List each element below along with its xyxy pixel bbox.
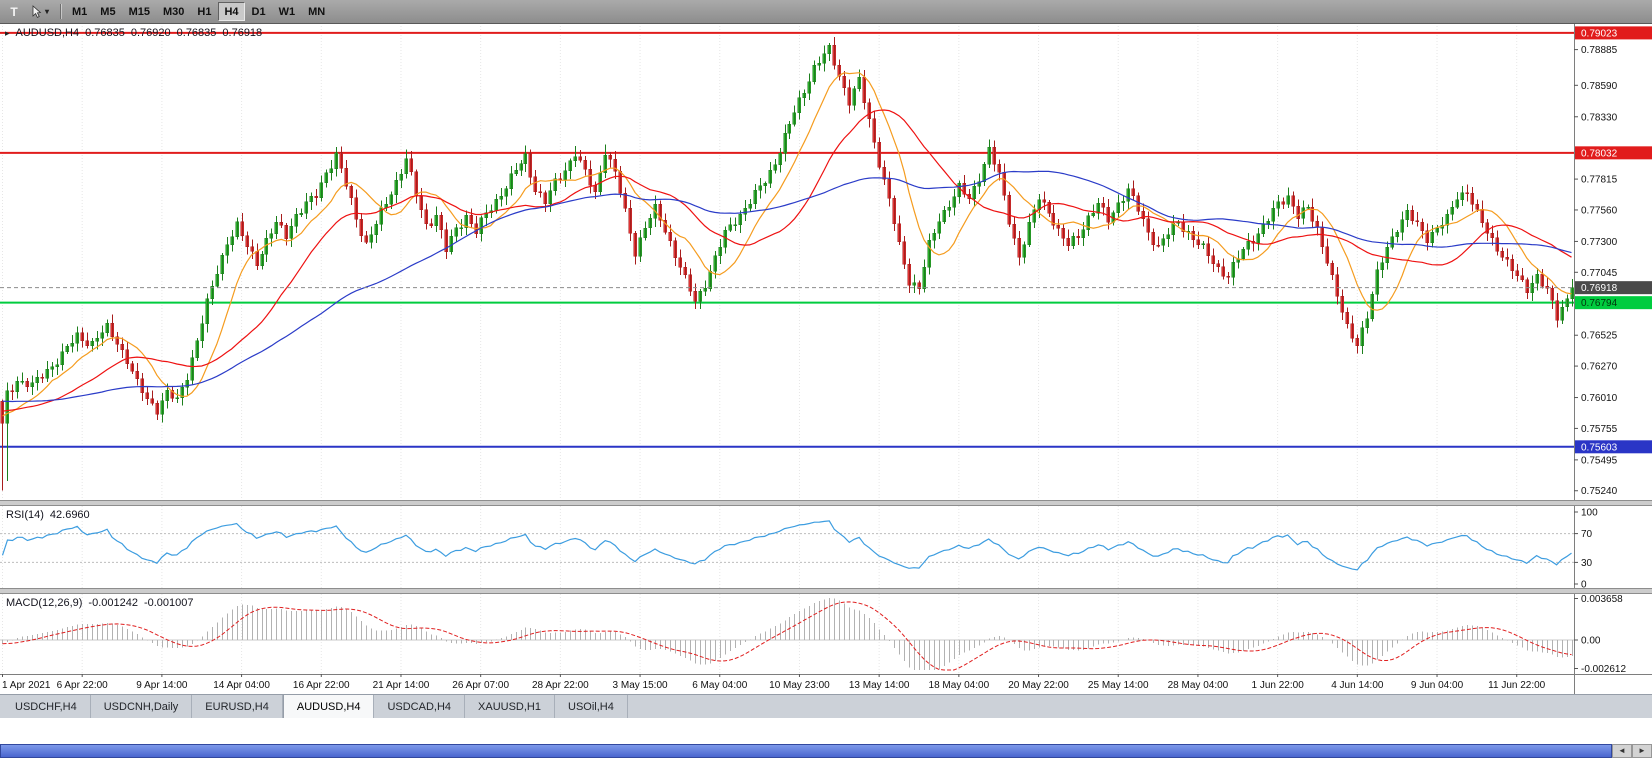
cursor-tool-button[interactable]: ▾ bbox=[24, 2, 55, 21]
level-price-box bbox=[1575, 146, 1652, 160]
tool-dropdown-arrow-icon: ▾ bbox=[45, 6, 50, 16]
price-tick-label: 0.76525 bbox=[1581, 331, 1618, 342]
time-tick-label: 1 Jun 22:00 bbox=[1251, 680, 1304, 691]
time-tick-label: 6 May 04:00 bbox=[692, 680, 747, 691]
timeframe-button-m1[interactable]: M1 bbox=[72, 5, 88, 18]
time-tick-label: 26 Apr 07:00 bbox=[452, 680, 509, 691]
time-tick-label: 9 Apr 14:00 bbox=[136, 680, 188, 691]
timeframe-button-m15[interactable]: M15 bbox=[128, 5, 150, 18]
level-price-box bbox=[1575, 296, 1652, 310]
macd-panel[interactable]: 0.003658 0.00 -0.002612 bbox=[0, 594, 1652, 674]
macd-tick-label: -0.002612 bbox=[1581, 664, 1626, 674]
rsi-tick-label: 30 bbox=[1581, 558, 1593, 569]
scroll-right-button[interactable]: ► bbox=[1632, 744, 1652, 758]
time-tick-label: 20 May 22:00 bbox=[1008, 680, 1069, 691]
timeframe-button-h1[interactable]: H1 bbox=[197, 5, 212, 18]
price-tick-label: 0.77045 bbox=[1581, 268, 1618, 279]
chart-tab-usdchf-h4[interactable]: USDCHF,H4 bbox=[2, 695, 91, 718]
moving-average-lines bbox=[2, 72, 1572, 417]
timeframe-button-d1[interactable]: D1 bbox=[251, 5, 266, 18]
chart-tab-usoil-h4[interactable]: USOil,H4 bbox=[555, 695, 628, 718]
time-tick-label: 21 Apr 14:00 bbox=[373, 680, 430, 691]
panel-splitter[interactable] bbox=[0, 500, 1652, 506]
time-tick-label: 4 Jun 14:00 bbox=[1331, 680, 1384, 691]
price-tick-label: 0.75495 bbox=[1581, 455, 1618, 466]
time-tick-label: 28 May 04:00 bbox=[1168, 680, 1229, 691]
panel-splitter[interactable] bbox=[0, 588, 1652, 594]
chart-tab-usdcad-h4[interactable]: USDCAD,H4 bbox=[374, 695, 466, 718]
current-price-box bbox=[1575, 281, 1652, 295]
price-tick-label: 0.75755 bbox=[1581, 424, 1618, 435]
timeframe-button-m5[interactable]: M5 bbox=[100, 5, 116, 18]
time-axis: 1 Apr 2021 6 Apr 22:00 9 Apr 14:00 14 Apr 0… bbox=[0, 674, 1652, 694]
chart-tabs-bar: USDCHF,H4 USDCNH,Daily EURUSD,H4 AUDUSD,H4 U… bbox=[0, 694, 1652, 718]
timeframe-button-h4[interactable]: H4 bbox=[218, 2, 245, 21]
top-toolbar: T ▾ M1 M5 M15 M30 H1 H4 D1 W1 MN bbox=[0, 0, 1652, 24]
time-tick-label: 14 Apr 04:00 bbox=[213, 680, 270, 691]
toolbar-t-button[interactable]: T bbox=[10, 4, 18, 19]
level-price-box bbox=[1575, 26, 1652, 40]
cursor-tool-icon bbox=[32, 4, 42, 18]
level-price-box-label: 0.78032 bbox=[1581, 148, 1618, 159]
macd-tick-label: 0.00 bbox=[1581, 636, 1601, 647]
current-price-box-label: 0.76918 bbox=[1581, 283, 1618, 294]
toolbar-separator bbox=[60, 4, 62, 19]
rsi-axis: 100 70 30 0 bbox=[1574, 506, 1652, 588]
timeframe-button-m30[interactable]: M30 bbox=[162, 5, 185, 18]
price-tick-label: 0.77300 bbox=[1581, 237, 1618, 248]
timeframe-button-w1[interactable]: W1 bbox=[278, 5, 296, 18]
price-tick-label: 0.78885 bbox=[1581, 45, 1618, 56]
time-tick-label: 28 Apr 22:00 bbox=[532, 680, 589, 691]
scroll-left-button[interactable]: ◄ bbox=[1612, 744, 1632, 758]
price-tick-label: 0.76010 bbox=[1581, 393, 1618, 404]
time-tick-label: 25 May 14:00 bbox=[1088, 680, 1149, 691]
timeframe-button-mn[interactable]: MN bbox=[308, 5, 326, 18]
level-price-box-label: 0.75603 bbox=[1581, 442, 1618, 453]
price-tick-label: 0.75240 bbox=[1581, 486, 1618, 497]
time-tick-label: 11 Jun 22:00 bbox=[1488, 680, 1546, 691]
chart-tab-eurusd-h4[interactable]: EURUSD,H4 bbox=[192, 695, 283, 718]
status-gap bbox=[0, 718, 1652, 744]
ma-60-line bbox=[2, 170, 1572, 403]
rsi-tick-label: 70 bbox=[1581, 529, 1593, 540]
level-price-box-label: 0.76794 bbox=[1581, 298, 1618, 309]
price-tick-label: 0.76270 bbox=[1581, 362, 1618, 373]
rsi-panel[interactable]: 100 70 30 0 bbox=[0, 506, 1652, 588]
rsi-tick-label: 0 bbox=[1581, 580, 1587, 589]
time-tick-label: 6 Apr 22:00 bbox=[57, 680, 109, 691]
macd-axis: 0.003658 0.00 -0.002612 bbox=[1574, 594, 1652, 674]
level-price-box bbox=[1575, 440, 1652, 454]
macd-signal-line bbox=[2, 601, 1572, 671]
time-tick-label: 13 May 14:00 bbox=[849, 680, 910, 691]
time-tick-label: 3 May 15:00 bbox=[613, 680, 668, 691]
scrollbar-thumb[interactable] bbox=[0, 744, 1612, 758]
price-tick-label: 0.77560 bbox=[1581, 205, 1618, 216]
rsi-tick-label: 100 bbox=[1581, 508, 1598, 519]
horizontal-scrollbar[interactable]: ◄ ► bbox=[0, 744, 1652, 758]
rsi-line bbox=[1, 520, 1572, 571]
chart-tab-audusd-h4[interactable]: AUDUSD,H4 bbox=[282, 695, 375, 718]
timeframe-button-group: M1 M5 M15 M30 H1 H4 D1 W1 MN bbox=[66, 2, 331, 21]
level-price-box-label: 0.79023 bbox=[1581, 28, 1618, 39]
time-tick-label: 9 Jun 04:00 bbox=[1411, 680, 1464, 691]
price-tick-label: 0.77815 bbox=[1581, 175, 1618, 186]
price-tick-label: 0.78330 bbox=[1581, 112, 1618, 123]
chart-tab-xauusd-h1[interactable]: XAUUSD,H1 bbox=[465, 695, 555, 718]
ma-10-line bbox=[2, 72, 1572, 417]
vertical-gridlines bbox=[1, 26, 1518, 498]
ma-25-line bbox=[2, 109, 1572, 412]
price-chart-panel[interactable]: 0.78885 0.78590 0.78330 0.77815 0.77560 0.773… bbox=[0, 24, 1652, 500]
chart-tab-usdcnh-daily[interactable]: USDCNH,Daily bbox=[91, 695, 193, 718]
time-tick-label: 10 May 23:00 bbox=[769, 680, 830, 691]
time-tick-label: 18 May 04:00 bbox=[929, 680, 990, 691]
macd-tick-label: 0.003658 bbox=[1581, 594, 1623, 605]
price-axis: 0.78885 0.78590 0.78330 0.77815 0.77560 0.773… bbox=[1574, 24, 1652, 500]
time-tick-label: 16 Apr 22:00 bbox=[293, 680, 350, 691]
price-tick-label: 0.78590 bbox=[1581, 81, 1618, 92]
time-tick-label: 1 Apr 2021 bbox=[2, 680, 51, 691]
